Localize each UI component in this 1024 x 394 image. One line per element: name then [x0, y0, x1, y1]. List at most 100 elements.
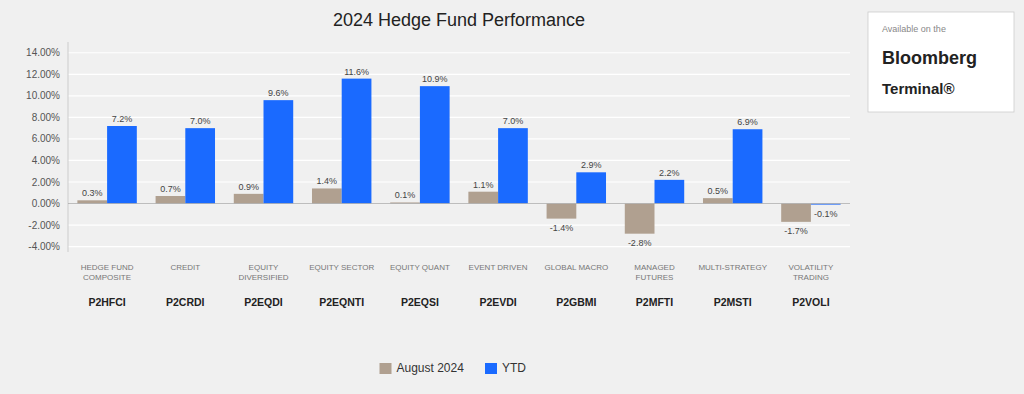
annotation: Bloomberg	[882, 48, 977, 68]
category-line: P2MSTI	[714, 296, 752, 308]
y-tick-label: 8.00%	[32, 112, 60, 123]
category-line: VOLATILITY	[789, 263, 834, 272]
data-label: 10.9%	[422, 74, 448, 84]
grid-line	[68, 224, 850, 225]
grid-line	[68, 117, 850, 118]
grid-line	[68, 246, 850, 247]
annotation: Terminal®	[882, 80, 954, 97]
bar	[781, 204, 811, 222]
grid-line	[68, 95, 850, 96]
category-line: FUTURES	[636, 273, 674, 282]
category-line: P2GBMI	[556, 296, 596, 308]
bar	[498, 128, 528, 203]
grid-line	[68, 74, 850, 75]
baseline	[68, 203, 850, 204]
category-line: MULTI-STRATEGY	[698, 263, 767, 272]
data-label: 2.2%	[659, 168, 680, 178]
bar	[342, 79, 372, 204]
category-label: MULTI-STRATEGY P2MSTI	[698, 263, 767, 308]
category-line: EQUITY SECTOR	[309, 263, 374, 272]
bar	[733, 129, 763, 203]
data-label: 0.7%	[160, 184, 181, 194]
data-label: 7.0%	[190, 116, 211, 126]
bar	[576, 172, 606, 203]
data-label: 0.9%	[238, 182, 259, 192]
category-label: EQUITYDIVERSIFIED P2EQDI	[238, 263, 288, 308]
category-label: HEDGE FUNDCOMPOSITE P2HFCI	[81, 263, 134, 308]
category-label: EQUITY SECTOR P2EQNTI	[309, 263, 374, 308]
bar	[185, 128, 215, 203]
data-label: 6.9%	[737, 117, 758, 127]
category-line: HEDGE FUND	[81, 263, 134, 272]
background	[0, 0, 1024, 394]
category-label: GLOBAL MACRO P2GBMI	[544, 263, 608, 308]
y-tick-label: 14.00%	[26, 47, 60, 58]
chart: 2024 Hedge Fund Performance -4.00% -2.00% 0…	[0, 0, 1024, 394]
category-label: MANAGEDFUTURES P2MFTI	[634, 263, 675, 308]
bar	[264, 100, 294, 203]
legend-entry: YTD	[502, 361, 526, 375]
data-label: 1.1%	[473, 180, 494, 190]
category-line: MANAGED	[634, 263, 675, 272]
y-tick-label: 12.00%	[26, 69, 60, 80]
bar	[156, 196, 186, 204]
data-label: 2.9%	[581, 160, 602, 170]
y-tick-label: 6.00%	[32, 133, 60, 144]
category-line: P2HFCI	[88, 296, 125, 308]
category-line: EQUITY	[249, 263, 279, 272]
grid-line	[68, 52, 850, 53]
data-label: 0.1%	[395, 190, 416, 200]
data-label: 11.6%	[344, 67, 369, 77]
data-label: 0.3%	[82, 188, 103, 198]
category-line: P2EVDI	[479, 296, 516, 308]
y-tick-label: 4.00%	[32, 155, 60, 166]
category-line: P2EQNTI	[319, 296, 364, 308]
data-label: 0.5%	[708, 186, 729, 196]
legend: August 2024YTD	[380, 361, 527, 375]
category-label: EQUITY QUANT P2EQSI	[390, 263, 450, 308]
category-line: DIVERSIFIED	[238, 273, 288, 282]
category-line: P2VOLI	[792, 296, 829, 308]
data-label: 7.2%	[112, 114, 133, 124]
data-label: -1.7%	[784, 226, 808, 236]
y-tick-label: -2.00%	[28, 220, 60, 231]
category-label: VOLATILITYTRADING P2VOLI	[789, 263, 834, 308]
category-line: CREDIT	[170, 263, 200, 272]
legend-swatch	[380, 363, 392, 374]
category-line: P2EQDI	[244, 296, 283, 308]
category-line: P2EQSI	[401, 296, 439, 308]
data-label: -0.1%	[814, 209, 838, 219]
bar	[655, 180, 685, 204]
data-label: -2.8%	[628, 238, 652, 248]
bar	[703, 198, 733, 203]
bar	[547, 204, 577, 219]
bars	[77, 79, 840, 234]
category-line: P2MFTI	[636, 296, 673, 308]
category-line: P2CRDI	[166, 296, 205, 308]
category-label: EVENT DRIVEN P2EVDI	[469, 263, 528, 308]
bar	[107, 126, 137, 204]
annotation: Available on the	[882, 24, 946, 34]
category-line: GLOBAL MACRO	[544, 263, 608, 272]
title: 2024 Hedge Fund Performance	[333, 10, 585, 30]
category-line: TRADING	[793, 273, 829, 282]
bar	[420, 86, 450, 203]
data-label: 7.0%	[503, 116, 524, 126]
y-axis-line	[68, 42, 69, 252]
data-label: 9.6%	[268, 88, 289, 98]
y-tick-label: 2.00%	[32, 177, 60, 188]
legend-swatch	[485, 363, 497, 374]
category-line: COMPOSITE	[83, 273, 131, 282]
category-line: EVENT DRIVEN	[469, 263, 528, 272]
category-label: CREDIT P2CRDI	[166, 263, 205, 308]
bar	[625, 204, 655, 234]
category-line: EQUITY QUANT	[390, 263, 450, 272]
data-label: 1.4%	[317, 176, 338, 186]
bar	[312, 188, 342, 203]
data-label: -1.4%	[550, 223, 574, 233]
y-tick-label: -4.00%	[28, 241, 60, 252]
annotation-box	[868, 12, 1014, 112]
bar	[468, 192, 498, 204]
bar	[77, 200, 107, 203]
y-tick-label: 0.00%	[32, 198, 60, 209]
